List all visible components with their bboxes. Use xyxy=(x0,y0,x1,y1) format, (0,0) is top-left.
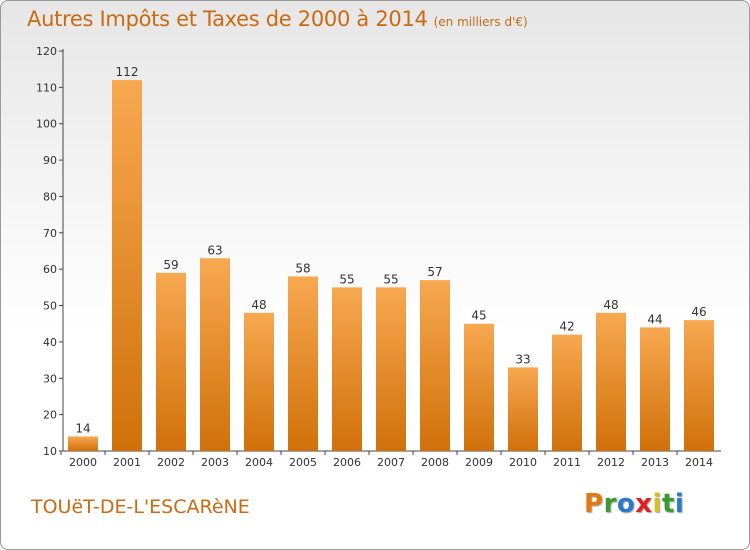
data-label: 48 xyxy=(603,298,618,312)
logo-letter: r xyxy=(603,489,617,519)
data-label: 58 xyxy=(295,261,310,275)
data-label: 55 xyxy=(383,272,398,286)
proxiti-logo[interactable]: Proxiti xyxy=(584,489,684,519)
x-tick-label: 2000 xyxy=(69,456,97,469)
bar-2000 xyxy=(68,436,98,451)
data-label: 14 xyxy=(75,421,90,435)
data-label: 42 xyxy=(559,320,574,334)
chart-subtitle: (en milliers d'€) xyxy=(433,15,528,29)
bar-2001 xyxy=(112,80,142,451)
logo-letter: i xyxy=(652,489,662,519)
logo-letter: P xyxy=(584,489,604,519)
logo-letter: o xyxy=(616,489,636,519)
commune-name: TOUëT-DE-L'ESCARèNE xyxy=(31,496,250,518)
bar-2013 xyxy=(640,327,670,451)
y-tick-label: 20 xyxy=(43,409,57,422)
bar-2004 xyxy=(244,312,274,451)
y-tick-label: 60 xyxy=(43,263,57,276)
y-tick-label: 10 xyxy=(43,445,57,458)
bar-2003 xyxy=(200,258,230,451)
bar-2009 xyxy=(464,323,494,451)
bar-2008 xyxy=(420,280,450,451)
x-tick-label: 2008 xyxy=(421,456,449,469)
data-label: 48 xyxy=(251,298,266,312)
axes: 10 20 30 40 50 60 70 80 90 100 110 120 2000 2001 2002 2… xyxy=(36,45,721,469)
bar-2012 xyxy=(596,312,626,451)
y-tick-label: 30 xyxy=(43,372,57,385)
bar-2010 xyxy=(508,367,538,451)
y-tick-label: 110 xyxy=(36,81,57,94)
x-tick-label: 2009 xyxy=(465,456,493,469)
data-label: 57 xyxy=(427,265,442,279)
data-label: 112 xyxy=(116,65,139,79)
data-label: 59 xyxy=(163,258,178,272)
chart-title-text: Autres Impôts et Taxes de 2000 à 2014 xyxy=(27,7,428,31)
x-tick-label: 2006 xyxy=(333,456,361,469)
bar-2005 xyxy=(288,276,318,451)
bars: 14 112 59 63 48 58 55 55 57 45 33 42 48 44 46 xyxy=(68,65,714,451)
y-tick-label: 90 xyxy=(43,154,57,167)
bar-2011 xyxy=(552,334,582,451)
y-tick-label: 50 xyxy=(43,300,57,313)
x-tick-label: 2011 xyxy=(553,456,581,469)
x-tick-label: 2004 xyxy=(245,456,273,469)
bar-2014 xyxy=(684,320,714,451)
x-tick-label: 2002 xyxy=(157,456,185,469)
logo-letter: t xyxy=(661,489,675,519)
chart-title: Autres Impôts et Taxes de 2000 à 2014 (en… xyxy=(27,7,528,31)
x-tick-label: 2012 xyxy=(597,456,625,469)
x-tick-label: 2003 xyxy=(201,456,229,469)
y-tick-label: 40 xyxy=(43,336,57,349)
y-tick-label: 70 xyxy=(43,227,57,240)
x-tick-label: 2013 xyxy=(641,456,669,469)
x-tick-label: 2014 xyxy=(685,456,713,469)
x-tick-label: 2007 xyxy=(377,456,405,469)
logo-letter: x xyxy=(635,489,653,519)
bar-2006 xyxy=(332,287,362,451)
data-label: 45 xyxy=(471,309,486,323)
bar-2002 xyxy=(156,272,186,451)
y-tick-label: 120 xyxy=(36,45,57,58)
y-tick-label: 80 xyxy=(43,190,57,203)
data-label: 63 xyxy=(207,243,222,257)
x-tick-label: 2010 xyxy=(509,456,537,469)
data-label: 33 xyxy=(515,352,530,366)
x-tick-label: 2005 xyxy=(289,456,317,469)
bar-2007 xyxy=(376,287,406,451)
data-label: 44 xyxy=(647,312,662,326)
y-tick-label: 100 xyxy=(36,118,57,131)
logo-letter: i xyxy=(674,489,685,519)
x-tick-label: 2001 xyxy=(113,456,141,469)
data-label: 55 xyxy=(339,272,354,286)
data-label: 46 xyxy=(691,305,706,319)
